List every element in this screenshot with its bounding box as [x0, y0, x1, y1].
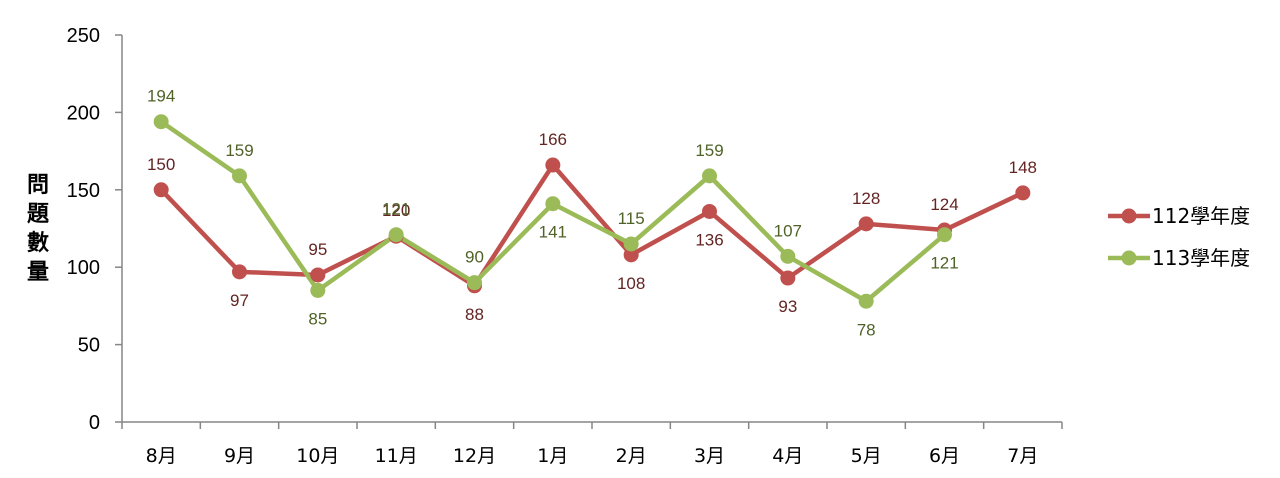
y-axis-label-char: 數 [27, 231, 49, 256]
data-label: 159 [695, 141, 723, 160]
x-tick-label: 8月 [146, 445, 177, 467]
data-label: 107 [774, 221, 802, 240]
data-label: 90 [465, 248, 484, 267]
data-label: 115 [618, 209, 645, 228]
data-label: 108 [617, 274, 645, 293]
data-label: 121 [930, 254, 958, 273]
data-point [310, 267, 326, 283]
data-point [232, 168, 247, 184]
y-tick-label: 150 [67, 180, 100, 202]
data-label: 78 [857, 320, 876, 339]
data-point [937, 227, 952, 243]
y-tick-label: 250 [67, 25, 100, 47]
data-point [623, 247, 639, 263]
data-label: 128 [852, 189, 880, 208]
x-tick-label: 3月 [694, 445, 725, 467]
data-point [467, 275, 482, 291]
y-axis-label-char: 問 [27, 173, 49, 198]
x-axis-ticks: 8月 9月 10月 11月 12月 1月 2月 3月 4月 5月 6月 7月 [121, 422, 1063, 467]
data-label: 150 [147, 155, 175, 174]
legend-label: 113學年度 [1152, 246, 1250, 270]
data-point [310, 282, 326, 298]
data-label: 93 [778, 297, 797, 316]
data-point [388, 227, 404, 243]
legend-label: 112學年度 [1152, 204, 1250, 228]
data-label: 120 [382, 201, 410, 220]
data-label: 159 [225, 141, 253, 160]
data-point [1015, 185, 1031, 201]
y-tick-label: 0 [89, 412, 100, 434]
y-axis-label-char: 題 [27, 202, 50, 227]
x-tick-label: 11月 [375, 445, 418, 467]
data-label: 148 [1009, 158, 1037, 177]
data-point [623, 236, 639, 252]
series-points [153, 114, 1031, 309]
data-label: 194 [147, 87, 175, 106]
data-point [780, 270, 796, 286]
series-lines [158, 119, 1026, 304]
data-label: 121 [382, 200, 410, 219]
x-tick-label: 7月 [1007, 445, 1038, 467]
x-tick-label: 10月 [296, 445, 339, 467]
data-label: 166 [539, 130, 567, 149]
data-label: 124 [930, 195, 958, 214]
data-point [153, 114, 169, 130]
data-label: 88 [465, 305, 484, 324]
x-tick-label: 2月 [616, 445, 647, 467]
data-point [780, 248, 796, 264]
x-tick-label: 1月 [537, 445, 568, 467]
data-label: 85 [308, 309, 327, 328]
data-point [858, 216, 874, 232]
legend-marker [1121, 250, 1137, 266]
legend-marker [1121, 208, 1137, 224]
x-tick-label: 9月 [224, 445, 255, 467]
y-tick-label: 100 [67, 257, 100, 279]
data-point [858, 293, 874, 309]
data-point [702, 168, 717, 184]
x-tick-label: 12月 [453, 445, 496, 467]
x-tick-label: 4月 [772, 445, 803, 467]
data-label: 141 [539, 223, 567, 242]
data-label: 95 [308, 240, 327, 259]
x-tick-label: 5月 [851, 445, 882, 467]
y-tick-label: 50 [78, 335, 100, 357]
data-point [153, 182, 169, 198]
legend: 112學年度 113學年度 [1108, 204, 1250, 270]
data-point [545, 157, 561, 173]
y-tick-label: 200 [67, 102, 100, 124]
data-point [545, 196, 561, 212]
data-label: 136 [695, 230, 723, 249]
data-label: 97 [230, 291, 249, 310]
data-point [232, 264, 247, 280]
x-tick-label: 6月 [929, 445, 960, 467]
data-labels: 150 97 95 120 88 166 108 136 93 128 124 148 194 159 85… [147, 87, 1037, 340]
y-axis-label-char: 量 [27, 260, 49, 285]
y-axis-ticks: 0 50 100 150 200 250 [67, 25, 122, 434]
data-point [702, 203, 717, 219]
